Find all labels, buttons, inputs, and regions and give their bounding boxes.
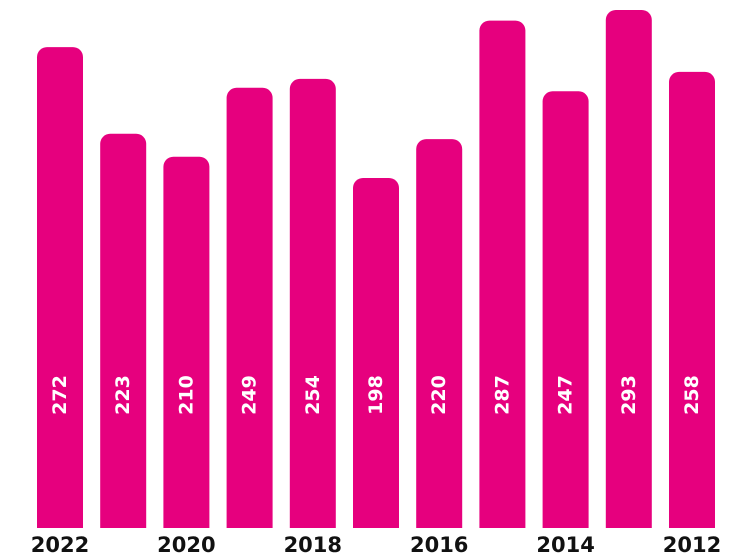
baseline-cover: [0, 528, 740, 559]
bar-value-label-2019: 249: [239, 375, 261, 415]
bar-value-label-2012: 258: [681, 375, 703, 415]
x-tick-label-2012: 2012: [663, 533, 721, 557]
bar-value-label-2020: 210: [175, 375, 197, 415]
bar-2014: [542, 91, 589, 541]
bar-value-label-2017: 198: [365, 375, 387, 415]
bar-value-label-2022: 272: [49, 375, 71, 415]
bar-value-label-2018: 254: [302, 375, 324, 415]
bar-2017: [353, 178, 399, 540]
x-axis-ticks: 2022 2020 2018 2016 2014 2012: [31, 533, 721, 557]
bar-2022: [37, 47, 83, 540]
bar-2015: [479, 20, 526, 541]
bar-value-label-2014: 247: [555, 375, 577, 415]
x-tick-label-2014: 2014: [536, 533, 594, 557]
x-tick-label-2018: 2018: [284, 533, 342, 557]
bar-value-label-2015: 287: [491, 375, 513, 415]
bar-2012: [669, 71, 715, 541]
bar-value-label-2013: 293: [618, 375, 640, 415]
x-tick-label-2022: 2022: [31, 533, 89, 557]
x-tick-label-2020: 2020: [157, 533, 215, 557]
bar-value-label-2016: 220: [428, 375, 450, 415]
bar-2020: [163, 156, 210, 540]
bars-group: 272 223 210 249 254 198 220 287 247 293 258: [0, 10, 740, 559]
bar-2018: [289, 78, 336, 541]
bar-2021: [100, 133, 147, 541]
bar-2013: [605, 10, 652, 540]
bar-value-label-2021: 223: [112, 375, 134, 415]
x-tick-label-2016: 2016: [410, 533, 468, 557]
bar-2016: [416, 139, 463, 540]
bar-2019: [226, 87, 273, 541]
